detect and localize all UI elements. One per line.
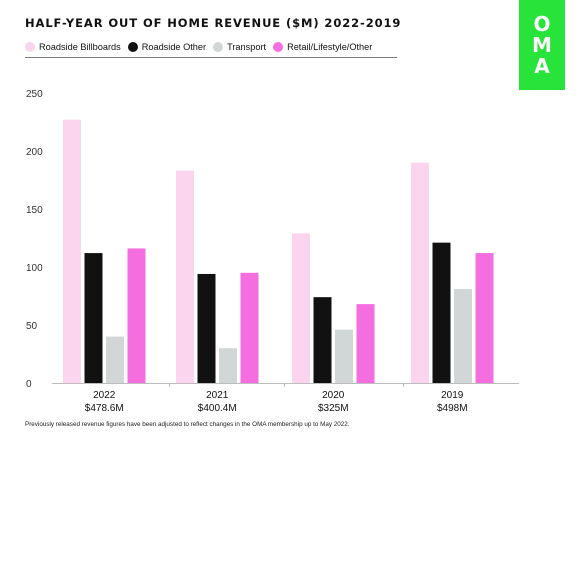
logo-letter-a: A	[534, 53, 550, 78]
bar	[313, 297, 332, 383]
legend-swatch-transport	[213, 42, 224, 52]
x-category-label: 2021	[206, 390, 229, 401]
legend-label-roadside-billboards: Roadside Billboards	[39, 42, 121, 52]
legend-label-transport: Transport	[227, 42, 267, 52]
bar	[454, 289, 472, 383]
y-tick-label: 200	[26, 147, 43, 158]
x-category-total: $325M	[318, 403, 349, 414]
chart-title: HALF-YEAR OUT OF HOME REVENUE ($M) 2022-…	[25, 16, 402, 30]
bar	[240, 272, 259, 383]
legend-label-roadside-other: Roadside Other	[141, 42, 207, 52]
x-category-total: $498M	[437, 403, 468, 414]
bar	[356, 304, 375, 383]
footnote: Previously released revenue figures have…	[25, 421, 350, 428]
bar	[84, 253, 103, 383]
bar	[63, 119, 81, 384]
bar	[127, 248, 146, 383]
bar	[411, 162, 429, 383]
y-tick-label: 150	[26, 205, 43, 216]
x-category-label: 2019	[441, 390, 464, 401]
x-category-total: $478.6M	[85, 403, 124, 414]
y-tick-label: 100	[26, 263, 43, 274]
legend-swatch-roadside-billboards	[25, 42, 35, 52]
legend-item-roadside-other: Roadside Other	[127, 42, 207, 52]
logo-letter-m: M	[532, 32, 552, 57]
bar	[219, 348, 237, 383]
bar	[106, 336, 124, 383]
legend-swatch-retail-lifestyle-other	[273, 42, 284, 52]
legend-item-retail-lifestyle-other: Retail/Lifestyle/Other	[273, 42, 372, 52]
bar	[176, 170, 194, 383]
x-category-total: $400.4M	[198, 403, 237, 414]
bar	[475, 253, 494, 383]
bar	[335, 329, 353, 383]
legend-item-roadside-billboards: Roadside Billboards	[25, 42, 121, 52]
y-tick-label: 0	[26, 379, 32, 390]
legend-item-transport: Transport	[213, 42, 266, 52]
y-tick-label: 250	[26, 89, 43, 100]
legend-label-retail-lifestyle-other: Retail/Lifestyle/Other	[287, 42, 373, 52]
legend-swatch-roadside-other	[127, 42, 138, 52]
x-category-label: 2022	[93, 390, 116, 401]
bar	[197, 273, 216, 383]
logo-letter-o: O	[533, 11, 551, 36]
oma-logo: O M A	[519, 0, 565, 90]
bar	[432, 242, 451, 383]
legend: Roadside Billboards Roadside Other Trans…	[25, 37, 397, 58]
bar	[292, 233, 310, 383]
x-category-label: 2020	[322, 390, 345, 401]
y-tick-label: 50	[26, 321, 38, 332]
